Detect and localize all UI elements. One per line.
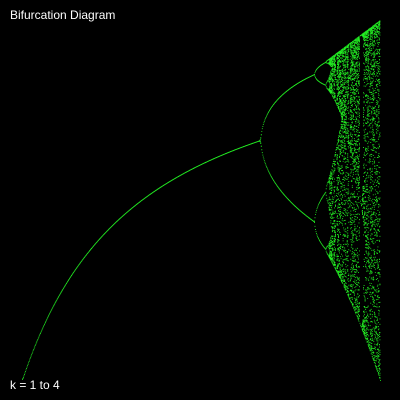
chart-title: Bifurcation Diagram [10, 8, 116, 22]
bifurcation-points [22, 20, 381, 381]
bifurcation-point-cloud [22, 20, 381, 381]
parameter-range-label: k = 1 to 4 [10, 378, 60, 392]
